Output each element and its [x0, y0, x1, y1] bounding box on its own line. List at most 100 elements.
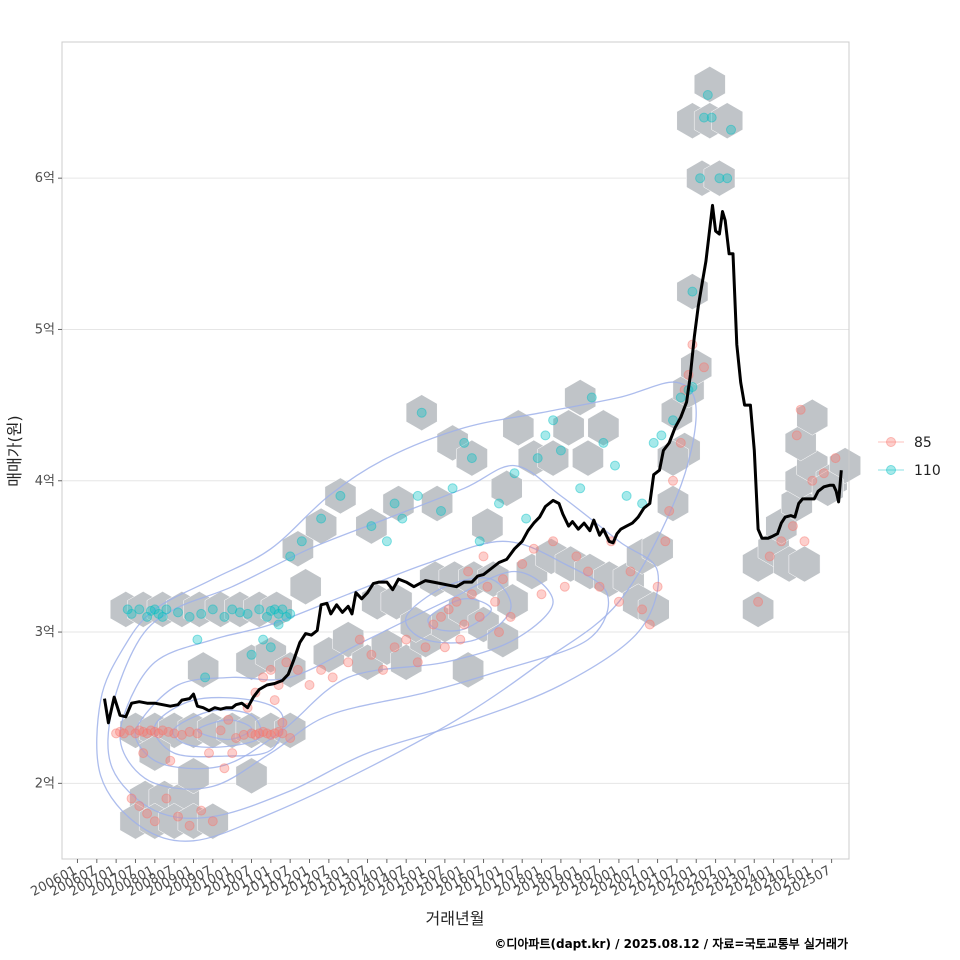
point-series-85 — [304, 680, 315, 690]
point-series-110 — [234, 607, 245, 618]
hexbin-cell — [138, 734, 171, 772]
hexbin-cell — [788, 545, 821, 583]
point-series-110 — [675, 392, 686, 403]
point-series-110 — [366, 521, 377, 532]
point-series-85 — [490, 596, 501, 607]
density-contour — [107, 464, 659, 819]
point-series-110 — [389, 498, 400, 509]
point-series-85 — [366, 649, 377, 660]
point-series-110 — [555, 445, 566, 456]
point-series-85 — [536, 589, 547, 600]
density-contour — [172, 709, 262, 749]
point-series-85 — [830, 453, 841, 464]
point-series-85 — [165, 755, 176, 766]
point-series-85 — [138, 748, 149, 759]
point-series-85 — [517, 559, 528, 569]
point-series-110 — [598, 437, 609, 448]
hexbin-cell — [421, 485, 453, 522]
point-series-110 — [509, 468, 520, 479]
density-contour — [427, 598, 492, 632]
hexbin-cell — [657, 485, 689, 522]
point-series-85 — [250, 729, 261, 740]
point-series-85 — [571, 551, 582, 562]
point-series-85 — [343, 657, 354, 668]
density-contour — [96, 381, 697, 842]
point-series-85 — [443, 604, 454, 615]
legend-key-point — [886, 465, 896, 475]
y-tick-label: 4억 — [35, 474, 55, 489]
point-series-85 — [497, 574, 508, 585]
point-series-110 — [459, 437, 470, 448]
hexbin-cell — [572, 439, 604, 477]
hexbin-cell — [490, 470, 523, 507]
point-series-85 — [791, 430, 802, 441]
point-series-85 — [269, 728, 280, 739]
point-series-110 — [269, 604, 280, 615]
y-axis-title: 매매가(원) — [5, 415, 24, 486]
point-series-85 — [455, 634, 466, 645]
point-series-85 — [207, 816, 218, 827]
point-series-110 — [474, 536, 485, 547]
hexbin-cell — [637, 591, 670, 628]
density-contours — [96, 381, 697, 842]
point-series-110 — [316, 513, 327, 524]
hexbin-cell — [537, 439, 569, 477]
hexbin-cell — [680, 349, 713, 386]
hexbin-cell — [260, 591, 293, 628]
density-contour — [134, 570, 554, 770]
point-series-110 — [436, 506, 446, 516]
point-series-85 — [412, 657, 423, 668]
point-series-85 — [787, 521, 798, 532]
hexbin-cell — [235, 757, 268, 795]
density-contour — [196, 719, 253, 741]
panel-border — [61, 41, 850, 860]
point-series-110 — [196, 608, 207, 619]
point-series-85 — [192, 728, 203, 739]
point-series-85 — [149, 726, 160, 737]
point-series-85 — [161, 793, 172, 804]
point-series-110 — [702, 90, 713, 100]
point-series-85 — [439, 642, 450, 653]
point-series-110 — [521, 513, 532, 524]
hexbin-cell — [496, 583, 529, 621]
point-series-110 — [149, 604, 160, 615]
y-axis-ticks: 2억 3억 4억 5억 6억 — [35, 171, 62, 791]
point-series-85 — [227, 748, 238, 759]
point-series-110 — [637, 498, 648, 509]
point-series-85 — [478, 551, 489, 562]
point-series-85 — [482, 581, 493, 592]
point-series-85 — [675, 437, 686, 448]
point-series-85 — [281, 657, 292, 668]
point-series-110 — [714, 173, 725, 184]
point-series-85 — [660, 536, 671, 547]
point-series-110 — [219, 611, 230, 622]
point-series-85 — [285, 733, 296, 743]
point-series-85 — [505, 611, 516, 622]
point-series-85 — [625, 566, 636, 577]
point-series-110 — [142, 611, 153, 622]
point-series-110 — [540, 430, 551, 441]
point-series-110 — [726, 124, 736, 135]
point-series-85 — [327, 672, 338, 683]
point-series-110 — [575, 483, 586, 494]
point-series-85 — [269, 695, 280, 706]
point-series-110 — [699, 112, 709, 123]
point-series-85 — [428, 619, 439, 630]
point-series-85 — [246, 728, 257, 739]
point-series-85 — [258, 672, 269, 683]
point-series-85 — [753, 596, 764, 607]
point-series-85 — [176, 729, 187, 740]
point-series-110 — [157, 611, 168, 622]
y-tick-label: 5억 — [35, 322, 55, 337]
point-series-85 — [277, 728, 288, 739]
point-series-85 — [196, 805, 207, 816]
point-series-85 — [613, 596, 624, 607]
point-series-85 — [594, 581, 605, 592]
point-series-85 — [142, 808, 153, 819]
point-series-110 — [200, 672, 211, 683]
point-series-110 — [706, 112, 717, 123]
y-tick-label: 6억 — [35, 171, 55, 186]
point-series-110 — [258, 634, 269, 645]
point-series-110 — [126, 608, 137, 619]
